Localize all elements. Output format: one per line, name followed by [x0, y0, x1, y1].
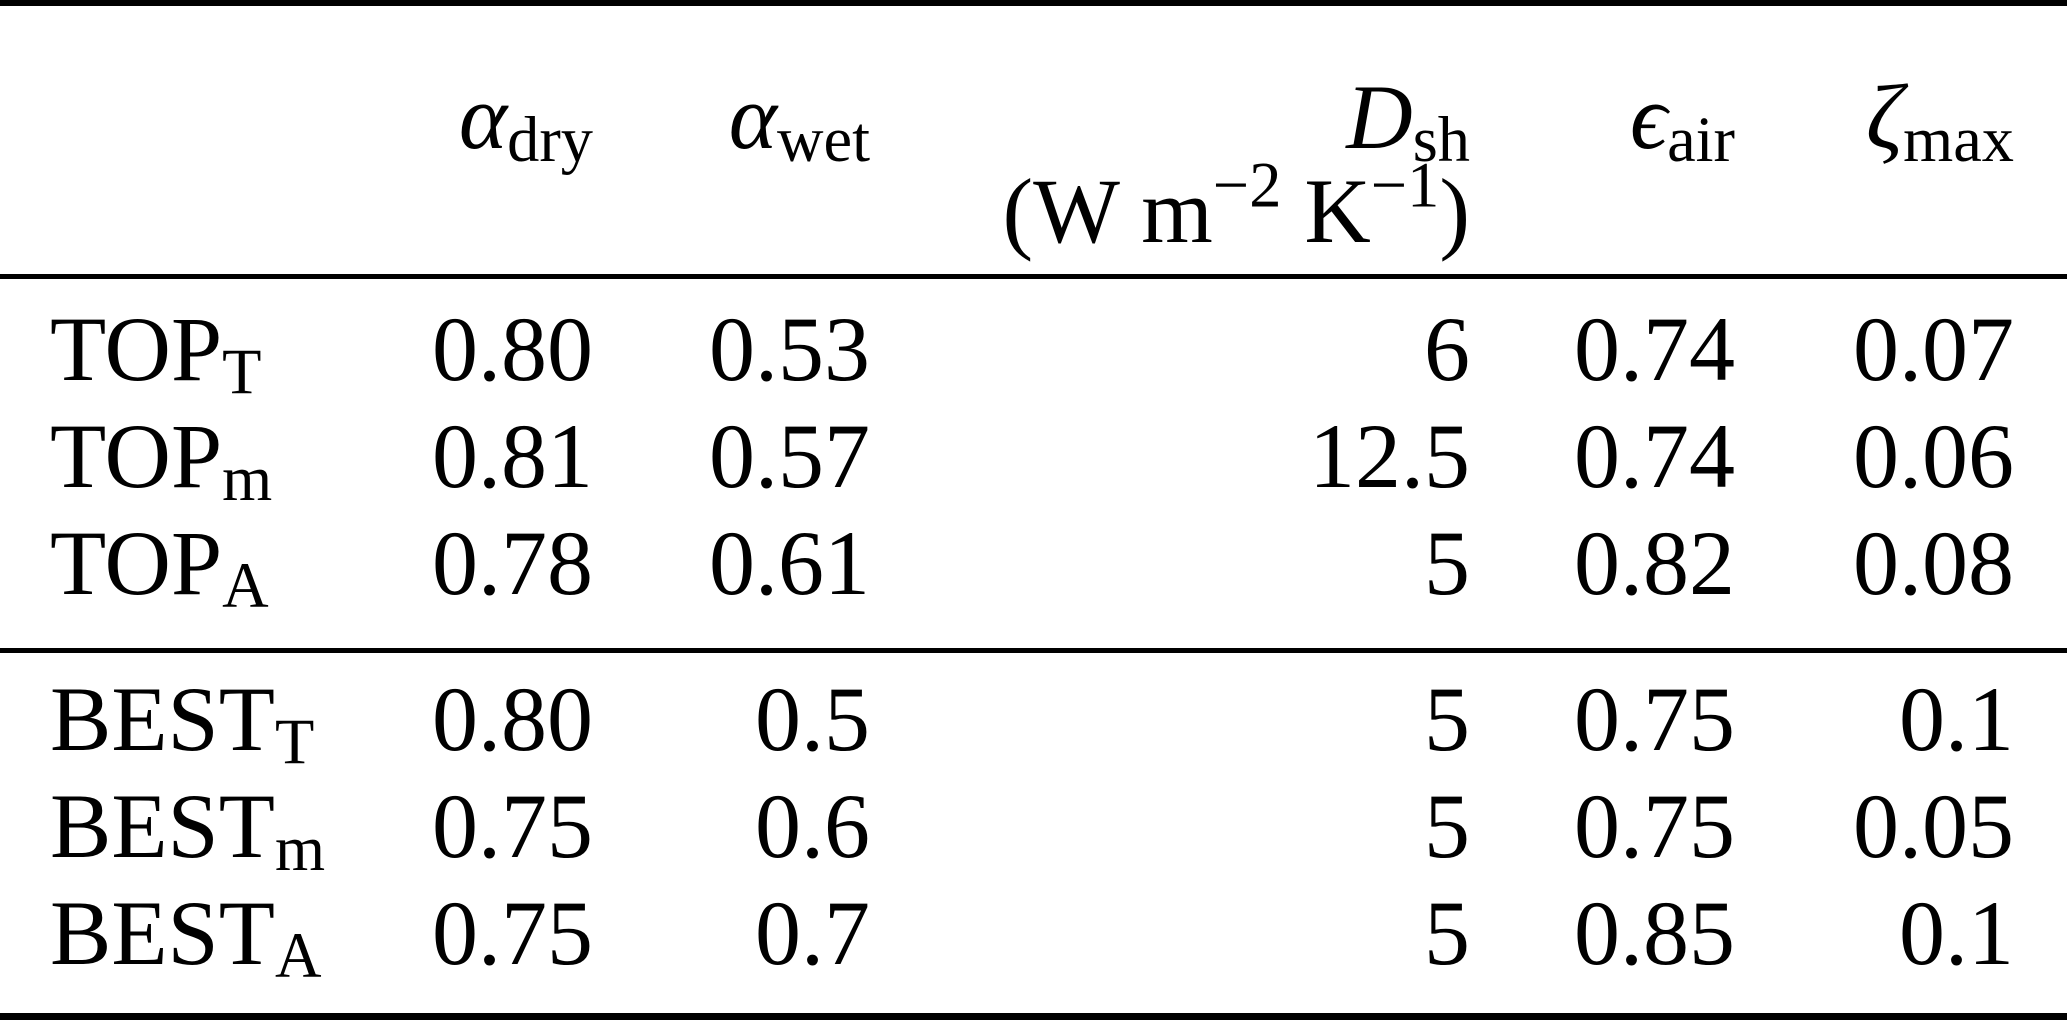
table-row-best-m: BESTm 0.75 0.6 5 0.75 0.05	[0, 773, 2067, 884]
cell-best-t-epsilon-air: 0.75	[1574, 668, 1735, 770]
row-label-top-m: TOPm	[50, 405, 273, 514]
cell-top-t-d-sh: 6	[1424, 298, 1470, 400]
table-row-best-t: BESTT 0.80 0.5 5 0.75 0.1	[0, 666, 2067, 777]
top-group: TOPT 0.80 0.53 6 0.74 0.07 TOPm 0.81 0.5…	[0, 296, 2067, 621]
epsilon-air-subscript: air	[1667, 103, 1735, 175]
cell-top-m-alpha-wet: 0.57	[709, 405, 870, 507]
row-label-best-t: BESTT	[50, 668, 315, 777]
row-label-top-a: TOPA	[50, 512, 269, 621]
table-row-top-t: TOPT 0.80 0.53 6 0.74 0.07	[0, 296, 2067, 407]
table-row-top-m: TOPm 0.81 0.57 12.5 0.74 0.06	[0, 403, 2067, 514]
zeta-symbol: ζ	[1865, 66, 1904, 168]
col-header-epsilon-air: ϵair	[1470, 64, 1735, 172]
cell-top-m-d-sh: 12.5	[1309, 405, 1470, 507]
cell-top-m-zeta-max: 0.06	[1853, 405, 2014, 507]
cell-top-t-zeta-max: 0.07	[1853, 298, 2014, 400]
table-row-top-a: TOPA 0.78 0.61 5 0.82 0.08	[0, 510, 2067, 621]
rule-top	[0, 0, 2067, 6]
col-header-alpha-dry: αdry	[390, 64, 593, 172]
cell-top-a-epsilon-air: 0.82	[1574, 512, 1735, 614]
cell-best-t-d-sh: 5	[1424, 668, 1470, 770]
d-symbol: D	[1346, 66, 1413, 168]
best-group: BESTT 0.80 0.5 5 0.75 0.1 BESTm 0.75 0.6…	[0, 666, 2067, 991]
cell-best-m-epsilon-air: 0.75	[1574, 775, 1735, 877]
cell-best-m-alpha-wet: 0.6	[755, 775, 870, 877]
table-row-best-a: BESTA 0.75 0.7 5 0.85 0.1	[0, 880, 2067, 991]
table-header-row: αdry αwet Dsh ϵair ζmax	[0, 64, 2067, 172]
cell-best-t-alpha-dry: 0.80	[432, 668, 593, 770]
cell-best-a-d-sh: 5	[1424, 882, 1470, 984]
cell-top-a-alpha-wet: 0.61	[709, 512, 870, 614]
row-label-best-m: BESTm	[50, 775, 326, 884]
cell-top-t-alpha-wet: 0.53	[709, 298, 870, 400]
d-sh-units: (W m−2 K−1)	[1002, 149, 1471, 262]
cell-best-a-alpha-dry: 0.75	[432, 882, 593, 984]
cell-best-a-alpha-wet: 0.7	[755, 882, 870, 984]
alpha-symbol: α	[728, 66, 778, 168]
cell-best-a-epsilon-air: 0.85	[1574, 882, 1735, 984]
col-header-alpha-wet: αwet	[593, 64, 870, 172]
rule-between-groups	[0, 648, 2067, 653]
col-header-zeta-max: ζmax	[1735, 64, 2014, 172]
table-header-units-row: (W m−2 K−1)	[0, 149, 2067, 265]
cell-top-t-epsilon-air: 0.74	[1574, 298, 1735, 400]
cell-top-a-zeta-max: 0.08	[1853, 512, 2014, 614]
cell-best-t-alpha-wet: 0.5	[755, 668, 870, 770]
header-empty-cell	[50, 64, 390, 171]
exponent-minus-2: −2	[1212, 149, 1282, 221]
col-header-d-sh: Dsh	[870, 64, 1470, 172]
zeta-max-subscript: max	[1903, 103, 2014, 175]
cell-best-m-zeta-max: 0.05	[1853, 775, 2014, 877]
cell-best-m-d-sh: 5	[1424, 775, 1470, 877]
cell-best-a-zeta-max: 0.1	[1899, 882, 2014, 984]
exponent-minus-1: −1	[1370, 149, 1440, 221]
alpha-wet-subscript: wet	[777, 103, 870, 175]
row-label-best-a: BESTA	[50, 882, 322, 991]
row-label-top-t: TOPT	[50, 298, 262, 407]
epsilon-symbol: ϵ	[1630, 66, 1668, 168]
rule-bottom	[0, 1013, 2067, 1020]
alpha-symbol: α	[458, 66, 508, 168]
cell-top-m-epsilon-air: 0.74	[1574, 405, 1735, 507]
d-sh-subscript: sh	[1412, 103, 1470, 175]
cell-top-a-alpha-dry: 0.78	[432, 512, 593, 614]
cell-top-m-alpha-dry: 0.81	[432, 405, 593, 507]
rule-below-header	[0, 274, 2067, 279]
cell-top-t-alpha-dry: 0.80	[432, 298, 593, 400]
cell-best-m-alpha-dry: 0.75	[432, 775, 593, 877]
alpha-dry-subscript: dry	[507, 103, 593, 175]
cell-top-a-d-sh: 5	[1424, 512, 1470, 614]
cell-best-t-zeta-max: 0.1	[1899, 668, 2014, 770]
